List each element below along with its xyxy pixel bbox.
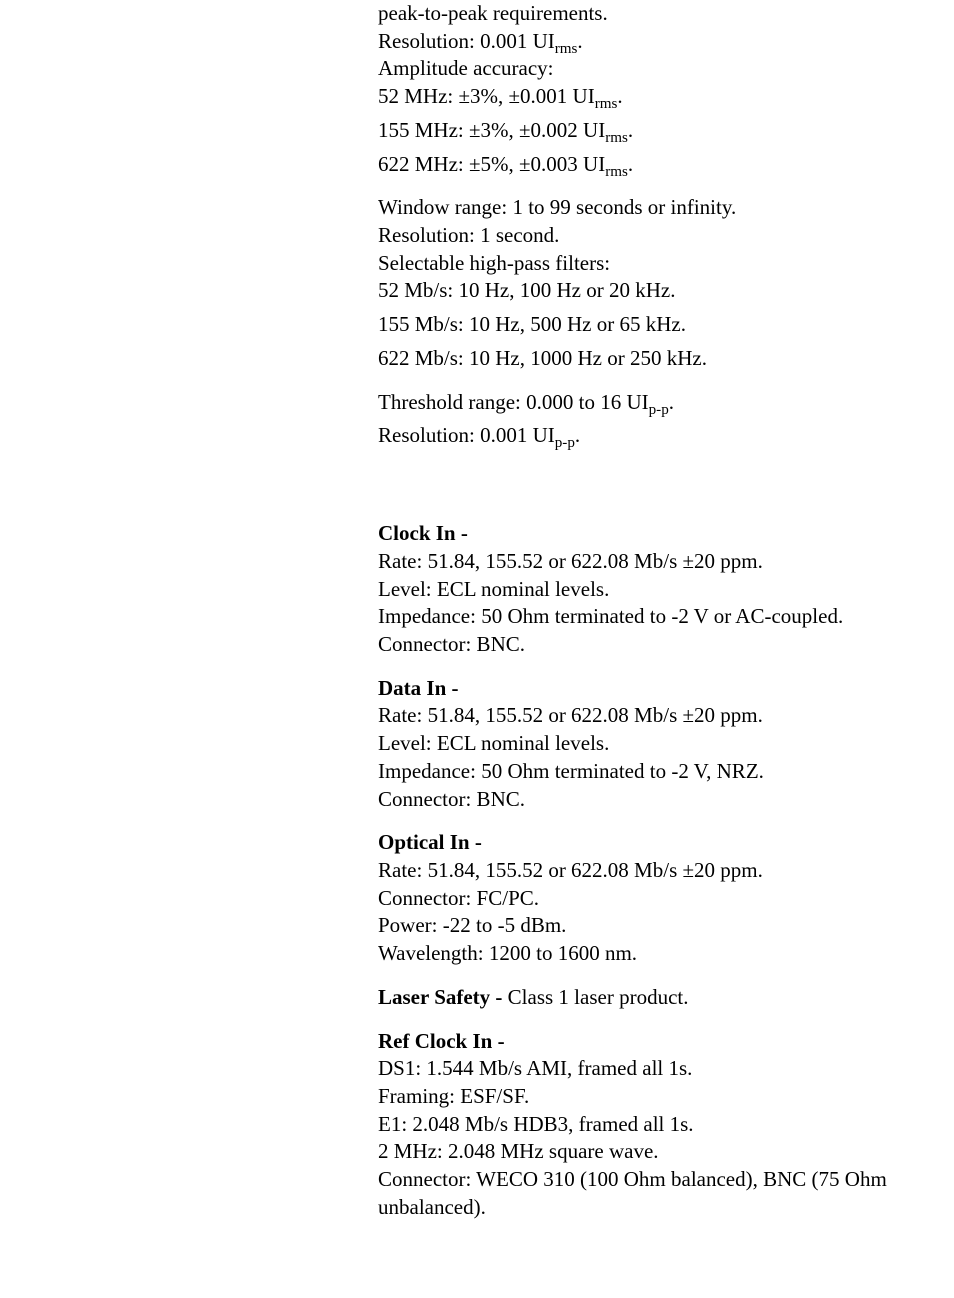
text: Resolution: 0.001 UI: [378, 423, 555, 447]
subscript: p-p: [649, 402, 669, 418]
text-line: E1: 2.048 Mb/s HDB3, framed all 1s.: [378, 1111, 894, 1139]
heading-label: Laser Safety -: [378, 985, 508, 1009]
text: .: [628, 152, 633, 176]
text-line: Rate: 51.84, 155.52 or 622.08 Mb/s ±20 p…: [378, 857, 894, 885]
text-line: 155 Mb/s: 10 Hz, 500 Hz or 65 kHz.: [378, 311, 894, 339]
text-line: Laser Safety - Class 1 laser product.: [378, 984, 894, 1012]
spec-block-window: Window range: 1 to 99 seconds or infinit…: [378, 194, 894, 372]
text-line: Connector: WECO 310 (100 Ohm balanced), …: [378, 1166, 894, 1221]
text-line: Impedance: 50 Ohm terminated to -2 V or …: [378, 603, 894, 631]
section-heading: Ref Clock In -: [378, 1028, 894, 1056]
spec-block-ref-clock-in: Ref Clock In - DS1: 1.544 Mb/s AMI, fram…: [378, 1028, 894, 1222]
text: .: [577, 29, 582, 53]
text-line: 155 MHz: ±3%, ±0.002 UIrms.: [378, 117, 894, 145]
text-line: DS1: 1.544 Mb/s AMI, framed all 1s.: [378, 1055, 894, 1083]
text-line: 2 MHz: 2.048 MHz square wave.: [378, 1138, 894, 1166]
heading-label: Data In -: [378, 676, 459, 700]
text-line: Resolution: 0.001 UIp-p.: [378, 422, 894, 450]
text: Threshold range: 0.000 to 16 UI: [378, 390, 649, 414]
text: 155 MHz: ±3%, ±0.002 UI: [378, 118, 605, 142]
text-line: Framing: ESF/SF.: [378, 1083, 894, 1111]
spec-block-threshold: Threshold range: 0.000 to 16 UIp-p. Reso…: [378, 389, 894, 450]
text: 52 MHz: ±3%, ±0.001 UI: [378, 84, 595, 108]
spec-block-amplitude: peak-to-peak requirements. Resolution: 0…: [378, 0, 894, 178]
text-line: 622 MHz: ±5%, ±0.003 UIrms.: [378, 151, 894, 179]
text-line: Power: -22 to -5 dBm.: [378, 912, 894, 940]
text-line: Connector: BNC.: [378, 786, 894, 814]
text-line: Resolution: 1 second.: [378, 222, 894, 250]
subscript: rms: [605, 130, 628, 146]
text-line: Rate: 51.84, 155.52 or 622.08 Mb/s ±20 p…: [378, 702, 894, 730]
spec-block-data-in: Data In - Rate: 51.84, 155.52 or 622.08 …: [378, 675, 894, 814]
text-line: 52 Mb/s: 10 Hz, 100 Hz or 20 kHz.: [378, 277, 894, 305]
spec-block-clock-in: Clock In - Rate: 51.84, 155.52 or 622.08…: [378, 520, 894, 659]
section-heading: Optical In -: [378, 829, 894, 857]
text: .: [669, 390, 674, 414]
text-line: Resolution: 0.001 UIrms.: [378, 28, 894, 56]
text-line: Wavelength: 1200 to 1600 nm.: [378, 940, 894, 968]
spec-block-optical-in: Optical In - Rate: 51.84, 155.52 or 622.…: [378, 829, 894, 968]
text-line: peak-to-peak requirements.: [378, 0, 894, 28]
text: Resolution: 0.001 UI: [378, 29, 555, 53]
text-line: Connector: BNC.: [378, 631, 894, 659]
subscript: rms: [605, 164, 628, 180]
subscript: rms: [555, 41, 578, 57]
subscript: p-p: [555, 436, 575, 452]
text-line: Rate: 51.84, 155.52 or 622.08 Mb/s ±20 p…: [378, 548, 894, 576]
text-line: Connector: FC/PC.: [378, 885, 894, 913]
text-line: Level: ECL nominal levels.: [378, 730, 894, 758]
text-line: 52 MHz: ±3%, ±0.001 UIrms.: [378, 83, 894, 111]
text-line: Impedance: 50 Ohm terminated to -2 V, NR…: [378, 758, 894, 786]
text: .: [628, 118, 633, 142]
text-line: Amplitude accuracy:: [378, 55, 894, 83]
text-line: 622 Mb/s: 10 Hz, 1000 Hz or 250 kHz.: [378, 345, 894, 373]
text: 622 MHz: ±5%, ±0.003 UI: [378, 152, 605, 176]
subscript: rms: [595, 96, 618, 112]
text-line: Window range: 1 to 99 seconds or infinit…: [378, 194, 894, 222]
text-line: Threshold range: 0.000 to 16 UIp-p.: [378, 389, 894, 417]
text: Class 1 laser product.: [508, 985, 689, 1009]
section-heading: Data In -: [378, 675, 894, 703]
text: .: [575, 423, 580, 447]
document-page: peak-to-peak requirements. Resolution: 0…: [0, 0, 954, 1298]
heading-label: Optical In -: [378, 830, 482, 854]
text-line: Selectable high-pass filters:: [378, 250, 894, 278]
section-heading: Clock In -: [378, 520, 894, 548]
text: .: [617, 84, 622, 108]
text-line: Level: ECL nominal levels.: [378, 576, 894, 604]
spec-block-laser-safety: Laser Safety - Class 1 laser product.: [378, 984, 894, 1012]
heading-label: Clock In -: [378, 521, 468, 545]
heading-label: Ref Clock In -: [378, 1029, 505, 1053]
